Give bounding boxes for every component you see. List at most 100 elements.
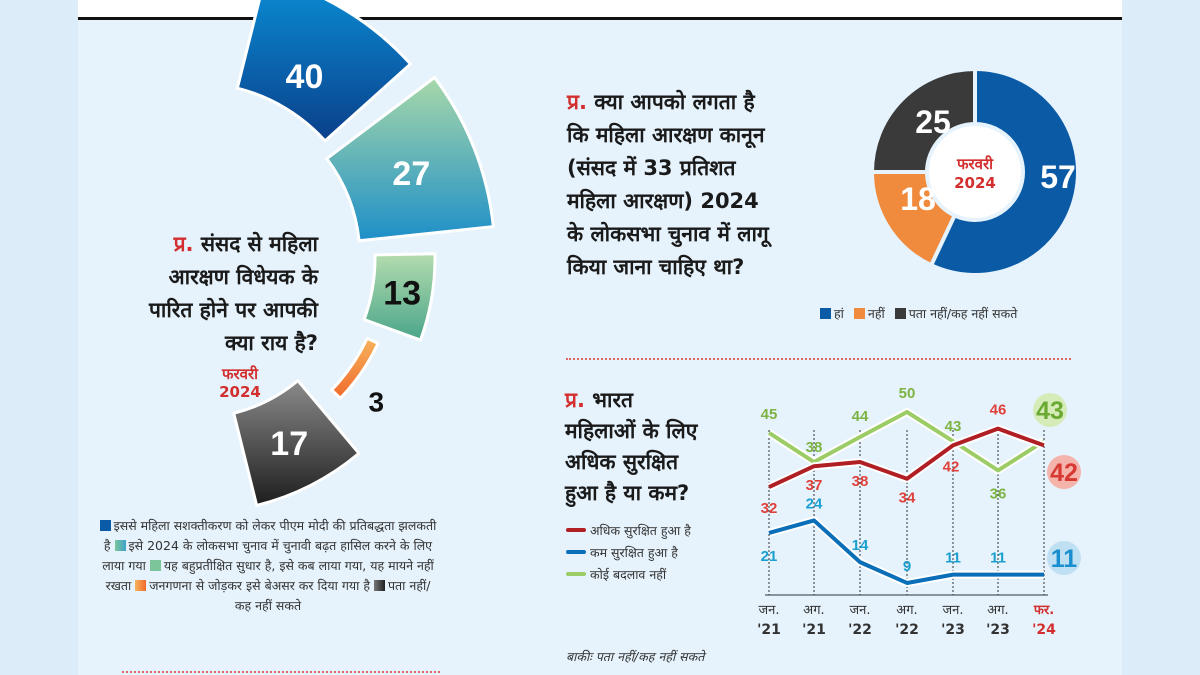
legend-item: नहीं bbox=[853, 306, 885, 321]
slice-value-label: 57 bbox=[1040, 159, 1076, 195]
question-line: के लोकसभा चुनाव में लागू bbox=[567, 222, 769, 246]
end-value-badge bbox=[1047, 455, 1081, 489]
donut-center bbox=[929, 126, 1021, 218]
series-line bbox=[768, 426, 1045, 489]
question-prefix: प्र. bbox=[173, 232, 194, 256]
question-line: महिला आरक्षण) 2024 bbox=[567, 189, 759, 213]
legend-swatch bbox=[820, 308, 831, 319]
legend-swatch bbox=[114, 540, 126, 551]
slice-value-label: 18 bbox=[900, 181, 936, 217]
center-month: फरवरी bbox=[956, 155, 994, 173]
x-tick-label: जन. bbox=[759, 603, 780, 618]
legend-label: इससे महिला सशक्तीकरण को लेकर पीएम मोदी क… bbox=[103, 518, 437, 553]
legend-swatch bbox=[149, 560, 161, 571]
data-label: 14 bbox=[852, 537, 869, 554]
segment-legend: इससे महिला सशक्तीकरण को लेकर पीएम मोदी क… bbox=[98, 516, 438, 616]
question-line: (संसद में 33 प्रतिशत bbox=[567, 156, 736, 180]
legend-label: यह बहुप्रतीक्षित सुधार है, इसे कब लाया ग… bbox=[105, 558, 434, 593]
question-text: भारत bbox=[592, 388, 634, 412]
legend-line bbox=[566, 528, 586, 532]
data-label: 9 bbox=[903, 558, 911, 575]
segment-4 bbox=[330, 336, 380, 400]
segment-value-label: 13 bbox=[383, 275, 421, 313]
x-tick-label: '22 bbox=[895, 622, 919, 638]
series-line bbox=[767, 410, 1046, 473]
legend-label: इसे 2024 के लोकसभा चुनाव में चुनावी बढ़त… bbox=[102, 538, 433, 573]
data-label: 21 bbox=[761, 548, 778, 565]
slice-value-label: 25 bbox=[915, 104, 951, 140]
legend-label: अधिक सुरक्षित हुआ है bbox=[590, 523, 691, 538]
question-prefix: प्र. bbox=[565, 388, 585, 412]
data-label: 45 bbox=[761, 406, 778, 423]
question-3: प्र. भारत महिलाओं के लिए अधिक सुरक्षित ह… bbox=[565, 385, 745, 509]
legend-item: कोई बदलाव नहीं bbox=[566, 564, 691, 586]
end-value-badge bbox=[1047, 541, 1081, 575]
legend-swatch bbox=[135, 580, 147, 591]
date-month: फरवरी bbox=[221, 365, 259, 383]
donut-slice-1 bbox=[928, 66, 1080, 277]
x-tick-label: अग. bbox=[896, 603, 917, 618]
question-line: हुआ है या कम? bbox=[565, 481, 690, 505]
segment-1 bbox=[235, 0, 413, 143]
data-label: 32 bbox=[761, 500, 778, 517]
legend-item: हां bbox=[820, 306, 844, 321]
segment-value-label: 17 bbox=[270, 425, 308, 463]
legend-label: हां bbox=[834, 306, 844, 321]
donut-legend: हां नहीं पता नहीं/कह नहीं सकते bbox=[820, 305, 1023, 322]
question-1: प्र. संसद से महिला आरक्षण विधेयक के पारि… bbox=[118, 228, 318, 360]
data-label: 37 bbox=[806, 477, 823, 494]
question-2: प्र. क्या आपको लगता है कि महिला आरक्षण क… bbox=[567, 86, 827, 284]
data-label: 43 bbox=[945, 418, 962, 435]
legend-line bbox=[566, 572, 586, 576]
segment-5 bbox=[232, 379, 361, 507]
data-label: 11 bbox=[990, 550, 1006, 567]
series-line bbox=[768, 518, 1044, 585]
x-tick-label: '23 bbox=[941, 622, 965, 638]
data-label: 38 bbox=[806, 439, 823, 456]
question-line: महिलाओं के लिए bbox=[565, 419, 698, 443]
end-value-badge bbox=[1033, 393, 1067, 427]
date-label: फरवरी 2024 bbox=[205, 365, 275, 401]
x-tick-label: '22 bbox=[848, 622, 872, 638]
legend-label: जनगणना से जोड़कर इसे बेअसर कर दिया गया ह… bbox=[149, 578, 370, 593]
question-prefix: प्र. bbox=[567, 90, 587, 114]
data-label: 36 bbox=[990, 485, 1007, 502]
question-text: संसद से महिला आरक्षण विधेयक के पारित होन… bbox=[148, 232, 318, 355]
legend-item: कम सुरक्षित हुआ है bbox=[566, 542, 691, 564]
donut-slice-3 bbox=[869, 66, 977, 174]
line-legend: अधिक सुरक्षित हुआ है कम सुरक्षित हुआ है … bbox=[566, 520, 691, 586]
data-label: 50 bbox=[899, 385, 916, 402]
question-line: कि महिला आरक्षण कानून bbox=[567, 123, 765, 147]
segment-2 bbox=[325, 75, 495, 243]
data-label: 11 bbox=[945, 550, 961, 567]
segment-value-label: 3 bbox=[368, 387, 384, 418]
chart-note: बाकीः पता नहीं/कह नहीं सकते bbox=[566, 649, 705, 664]
x-tick-label: जन. bbox=[850, 603, 871, 618]
legend-label: कम सुरक्षित हुआ है bbox=[590, 545, 678, 560]
legend-line bbox=[566, 550, 586, 554]
end-value-label: 43 bbox=[1036, 397, 1064, 425]
data-label: 46 bbox=[990, 402, 1007, 419]
question-line: अधिक सुरक्षित bbox=[565, 450, 679, 474]
legend-item: अधिक सुरक्षित हुआ है bbox=[566, 520, 691, 542]
legend-label: कोई बदलाव नहीं bbox=[590, 567, 667, 582]
legend-label: पता नहीं/कह नहीं सकते bbox=[908, 306, 1018, 321]
segment-value-label: 27 bbox=[392, 155, 430, 193]
x-tick-label: '23 bbox=[986, 622, 1010, 638]
legend-item: पता नहीं/कह नहीं सकते bbox=[894, 306, 1018, 321]
divider bbox=[566, 358, 1071, 360]
x-tick-label: '24 bbox=[1032, 622, 1056, 638]
data-label: 24 bbox=[806, 495, 823, 512]
x-tick-label: जन. bbox=[943, 603, 964, 618]
question-line: किया जाना चाहिए था? bbox=[567, 255, 745, 279]
center-year: 2024 bbox=[954, 174, 996, 192]
legend-label: पता नहीं/कह नहीं सकते bbox=[234, 578, 431, 613]
segment-3 bbox=[362, 252, 437, 342]
x-tick-label: अग. bbox=[803, 603, 824, 618]
x-tick-label: फर. bbox=[1033, 603, 1054, 618]
legend-label: नहीं bbox=[867, 306, 885, 321]
data-label: 34 bbox=[899, 490, 916, 507]
data-label: 38 bbox=[852, 473, 869, 490]
